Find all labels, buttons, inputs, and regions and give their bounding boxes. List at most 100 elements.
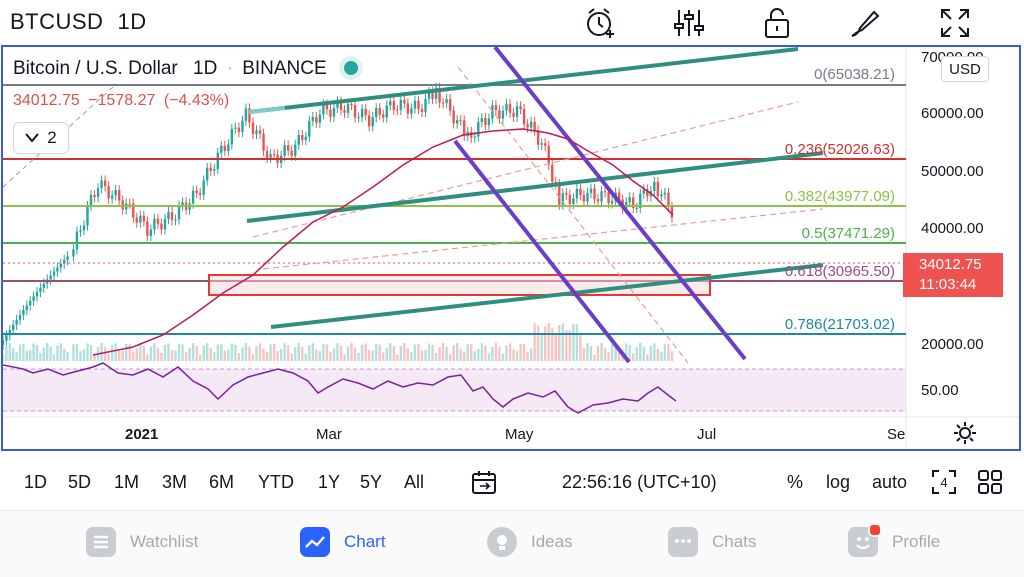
candle-body — [139, 215, 142, 223]
candle-body — [505, 103, 508, 111]
nav-watchlist[interactable]: Watchlist — [86, 524, 198, 560]
volume-bar — [336, 343, 339, 361]
symbol-title[interactable]: BTCUSD 1D — [10, 9, 147, 35]
range-1y[interactable]: 1Y — [318, 472, 341, 492]
volume-bar — [304, 353, 307, 361]
nav-ideas[interactable]: Ideas — [487, 524, 573, 560]
candle-body — [276, 154, 279, 163]
candle-body — [170, 212, 174, 221]
volume-bar — [117, 349, 121, 361]
volume-bar — [142, 345, 146, 361]
volume-bar — [156, 347, 160, 361]
volume-bar — [441, 343, 445, 361]
candle-body — [427, 91, 431, 99]
candle-body — [42, 283, 45, 288]
auto-scale-toggle[interactable]: auto — [872, 472, 908, 492]
volume-bar — [262, 348, 265, 361]
last-price-tag: 34012.75 11:03:44 — [903, 253, 1003, 297]
candle-body — [403, 99, 406, 104]
volume-bar — [596, 345, 600, 361]
candle-body — [72, 249, 75, 257]
legend-values: 34012.75 −1578.27 (−4.43%) — [13, 92, 229, 110]
chart-pane[interactable]: Bitcoin / U.S. Dollar 1D · BINANCE 34012… — [1, 45, 1021, 451]
volume-bar — [572, 323, 575, 361]
volume-bar — [18, 344, 22, 361]
volume-bar — [378, 344, 381, 361]
candle-body — [132, 203, 135, 218]
volume-bar — [125, 343, 128, 361]
log-scale-toggle[interactable]: log — [826, 472, 851, 492]
candle-body — [339, 101, 343, 111]
candle-body — [529, 121, 533, 128]
percent-scale-toggle[interactable]: % — [787, 472, 804, 492]
volume-bar — [494, 343, 498, 361]
range-5d[interactable]: 5D — [68, 472, 92, 492]
volume-bar — [480, 343, 484, 361]
candle-body — [589, 188, 593, 193]
rsi-label-50: 50.00 — [921, 382, 959, 399]
candle-body — [459, 120, 462, 122]
volume-bar — [568, 330, 572, 361]
lock-icon[interactable] — [760, 6, 794, 40]
volume-bar — [269, 344, 272, 361]
volume-bar — [110, 345, 114, 361]
range-3m[interactable]: 3M — [162, 472, 188, 492]
volume-bar — [466, 344, 469, 361]
nav-chart[interactable]: Chart — [300, 524, 386, 560]
range-ytd[interactable]: YTD — [258, 472, 294, 492]
indicators-icon[interactable] — [672, 6, 706, 40]
volume-bar — [410, 352, 413, 361]
range-1m[interactable]: 1M — [114, 472, 140, 492]
candle-body — [410, 108, 413, 114]
volume-bar — [610, 344, 614, 361]
indicators-collapse-button[interactable]: 2 — [13, 122, 69, 154]
nav-chats[interactable]: Chats — [668, 524, 756, 560]
volume-bar — [353, 347, 357, 361]
candle-body — [75, 231, 79, 250]
series-legend[interactable]: Bitcoin / U.S. Dollar 1D · BINANCE — [13, 58, 358, 80]
range-1d[interactable]: 1D — [24, 472, 48, 492]
candle-body — [153, 218, 156, 230]
candle-body — [382, 114, 385, 118]
volume-bar — [607, 352, 610, 361]
chart-settings-gear-icon[interactable] — [953, 421, 977, 445]
candle-body — [297, 134, 300, 145]
range-6m[interactable]: 6M — [209, 472, 235, 492]
nav-profile[interactable]: Profile — [848, 523, 940, 560]
volume-bar — [589, 346, 593, 361]
layout-count-icon[interactable]: 4 — [931, 469, 957, 495]
volume-bar — [209, 348, 212, 361]
volume-bar — [329, 351, 332, 361]
candle-body — [177, 205, 181, 220]
volume-bar — [198, 354, 202, 361]
volume-bar — [431, 344, 434, 361]
candle-body — [399, 99, 403, 110]
volume-bar — [22, 343, 25, 361]
candle-body — [35, 292, 39, 297]
currency-button[interactable]: USD — [941, 56, 989, 82]
go-to-date-icon[interactable] — [470, 470, 498, 496]
volume-bar — [367, 349, 371, 361]
time-label-mar: Mar — [316, 426, 342, 443]
fullscreen-icon[interactable] — [938, 6, 972, 40]
candle-body — [614, 192, 617, 201]
candle-body — [558, 184, 561, 205]
candle-body — [227, 144, 230, 151]
volume-bar — [216, 344, 219, 361]
alarm-add-icon[interactable] — [584, 6, 618, 40]
multi-chart-layout-icon[interactable] — [977, 469, 1003, 495]
volume-bar — [251, 354, 255, 361]
volume-bar — [195, 346, 198, 361]
volume-bar — [360, 344, 364, 361]
volume-bar — [554, 332, 557, 361]
timezone-clock[interactable]: 22:56:16 (UTC+10) — [562, 472, 717, 492]
volume-bar — [15, 352, 18, 361]
profile-smiley-icon — [848, 523, 882, 557]
candle-body — [596, 199, 600, 202]
range-all[interactable]: All — [404, 472, 425, 492]
drawing-brush-icon[interactable] — [848, 6, 882, 40]
range-5y[interactable]: 5Y — [360, 472, 383, 492]
symbol-name: BTCUSD — [10, 9, 104, 34]
volume-bar — [132, 351, 135, 361]
price-label-50000: 50000.00 — [921, 163, 984, 180]
